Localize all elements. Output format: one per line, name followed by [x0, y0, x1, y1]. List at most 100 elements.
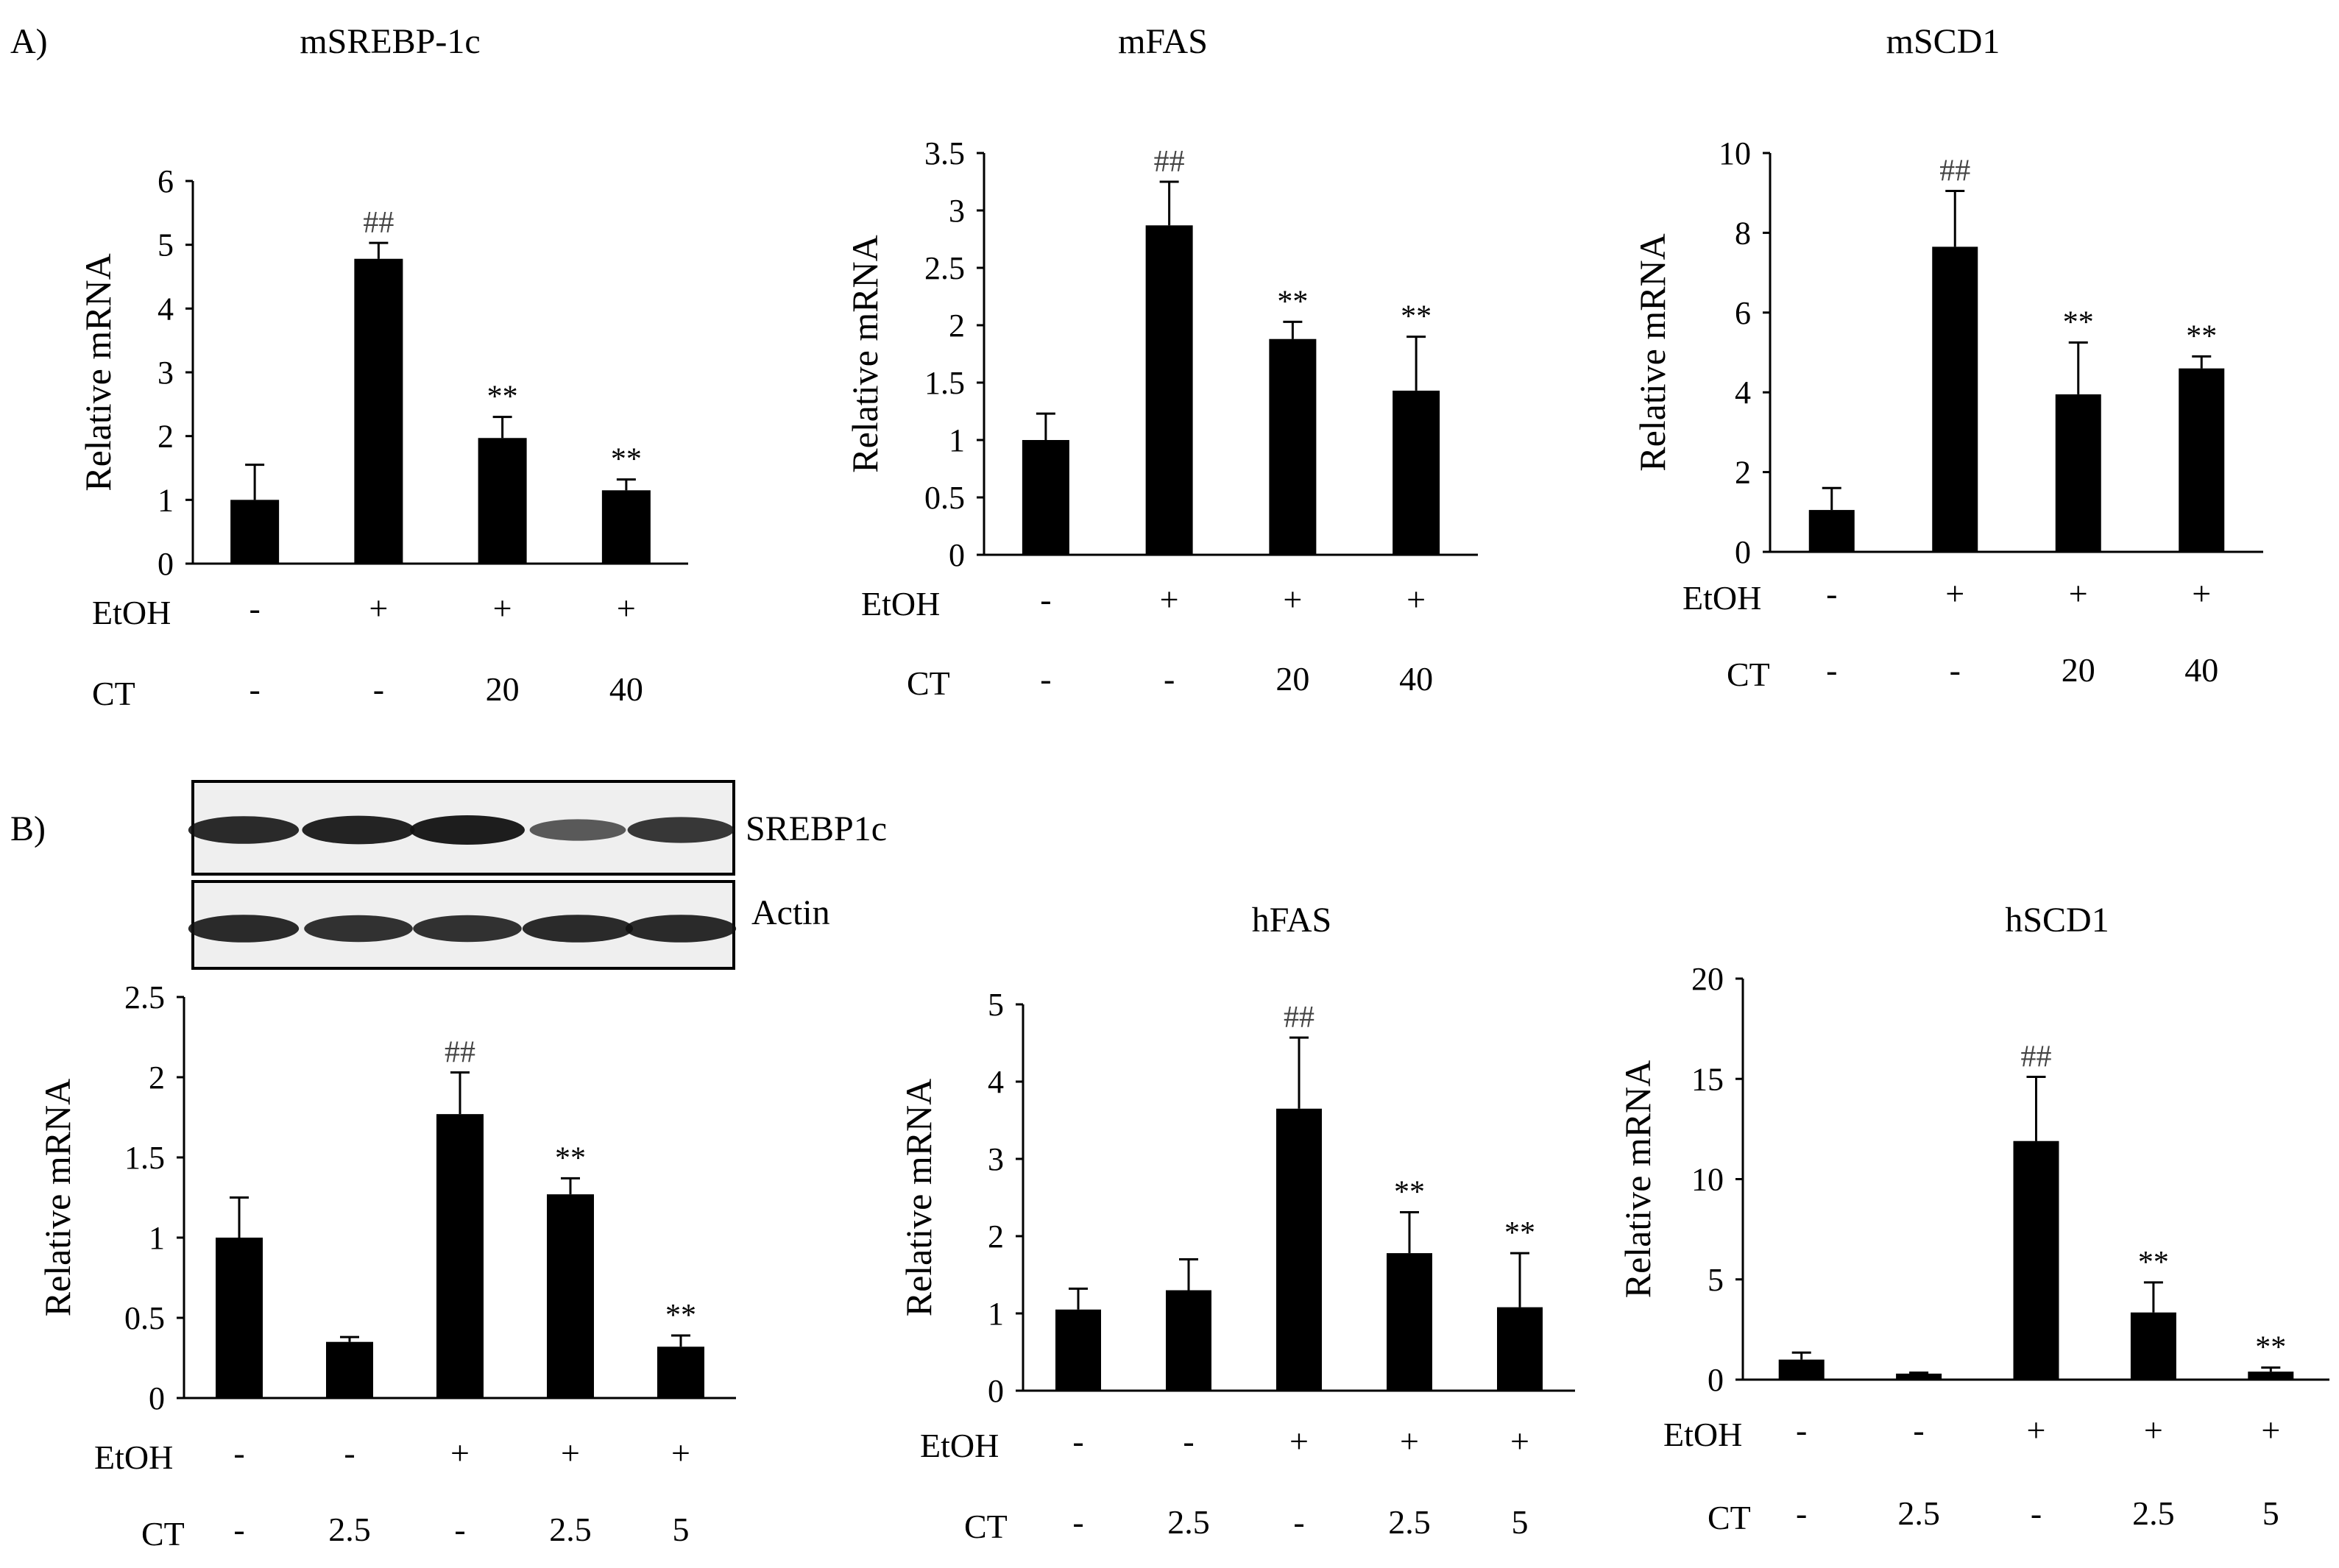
chart-srebp1c-human: Relative mRNA 0 0.5 1 1.5 2 2.5 ## ** ** EtOH - - + + +… [37, 979, 736, 1553]
bar [2248, 1372, 2294, 1380]
condition-value: - [1072, 1422, 1083, 1460]
significance-star: ** [2186, 319, 2217, 353]
y-tick-label: 3 [158, 355, 174, 391]
condition-value: - [1164, 660, 1175, 698]
condition-value: - [1826, 575, 1837, 612]
bar [1055, 1309, 1101, 1391]
significance-star: ** [665, 1299, 696, 1333]
blot-band-actin-1 [188, 915, 300, 943]
condition-value: 20 [2062, 651, 2095, 689]
y-axis-label: Relative mRNA [898, 1079, 939, 1317]
condition-value: + [369, 589, 388, 627]
condition-value: + [450, 1434, 470, 1472]
condition-value: - [1950, 651, 1961, 689]
y-tick-label: 4 [1735, 375, 1751, 411]
y-tick-label: 1 [988, 1296, 1004, 1332]
y-tick-label: 8 [1735, 215, 1751, 251]
condition-value: 40 [1399, 660, 1433, 698]
bar [230, 500, 280, 564]
condition-value: 20 [486, 670, 520, 708]
condition-value: + [2069, 575, 2088, 612]
chart-mfas: mFAS Relative mRNA 0 0.5 1 1.5 2 2.5 3 3.5 ## ** ** E… [844, 22, 1478, 702]
condition-value: + [2027, 1411, 2046, 1449]
condition-label-etoh: EtOH [92, 594, 171, 631]
panel-label-a: A) [10, 22, 48, 61]
condition-value: + [493, 589, 512, 627]
y-tick-label: 20 [1691, 961, 1724, 997]
condition-value: + [1510, 1422, 1529, 1460]
condition-label-etoh: EtOH [861, 585, 940, 622]
blot-label-srebp1c: SREBP1c [746, 809, 887, 848]
bar [1497, 1307, 1543, 1391]
condition-value: - [454, 1511, 465, 1548]
chart-title: hFAS [1252, 901, 1332, 940]
bar [1387, 1253, 1432, 1391]
blot-bands-srebp1c [188, 815, 735, 845]
y-axis-label: Relative mRNA [1617, 1060, 1658, 1299]
chart-msrebp-1c: mSREBP-1c Relative mRNA 0 1 2 3 4 5 6 ## ** ** EtOH -… [77, 22, 688, 712]
chart-mscd1: mSCD1 Relative mRNA 0 2 4 6 8 10 ## ** ** EtOH - + + + C… [1632, 22, 2263, 693]
y-tick-label: 3.5 [924, 135, 965, 171]
y-tick-label: 2 [1735, 455, 1751, 491]
blot-band-srebp1c-2 [302, 815, 415, 845]
chart-hscd1: hSCD1 Relative mRNA 0 5 10 15 20 ## ** ** EtOH - - + +… [1617, 901, 2329, 1536]
blot-band-srebp1c-4 [529, 819, 626, 841]
y-tick-label: 6 [1735, 295, 1751, 331]
panel-label-b: B) [10, 809, 46, 848]
y-tick-label: 2 [149, 1060, 165, 1096]
bar [1145, 225, 1193, 555]
blot-band-actin-5 [625, 915, 737, 943]
condition-value: - [1040, 581, 1051, 618]
y-axis-label: Relative mRNA [1632, 233, 1673, 472]
condition-label-ct: CT [141, 1515, 185, 1553]
condition-value: + [561, 1434, 580, 1472]
y-tick-label: 1 [149, 1220, 165, 1256]
significance-star: ** [1394, 1175, 1425, 1209]
condition-value: - [373, 670, 384, 708]
condition-label-ct: CT [907, 664, 950, 702]
condition-value: + [2144, 1411, 2163, 1449]
y-tick-label: 4 [988, 1064, 1004, 1100]
condition-value: - [344, 1434, 355, 1472]
condition-value: + [1160, 581, 1179, 618]
significance-star: ** [1504, 1216, 1535, 1250]
condition-value: + [1283, 581, 1302, 618]
blot-band-srebp1c-3 [410, 815, 525, 845]
bar [2055, 394, 2101, 552]
y-tick-label: 5 [988, 987, 1004, 1023]
significance-hash: ## [445, 1035, 475, 1069]
y-tick-label: 0.5 [924, 480, 965, 516]
condition-value: + [1400, 1422, 1419, 1460]
bar [1276, 1108, 1322, 1391]
bar [326, 1341, 373, 1398]
bar [2013, 1140, 2059, 1380]
bar [1166, 1290, 1211, 1391]
y-tick-label: 0 [1708, 1362, 1724, 1398]
bar [657, 1347, 704, 1398]
condition-value: - [249, 670, 260, 708]
condition-value: - [1826, 651, 1837, 689]
y-tick-label: 0 [988, 1373, 1004, 1409]
condition-label-etoh: EtOH [1682, 579, 1761, 617]
bar [1896, 1373, 1942, 1380]
bar [1022, 440, 1069, 555]
y-axis-label: Relative mRNA [77, 253, 118, 492]
bar [216, 1238, 263, 1398]
chart-title: mFAS [1118, 22, 1208, 61]
y-tick-label: 6 [158, 163, 174, 199]
significance-hash: ## [2021, 1040, 2052, 1074]
significance-hash: ## [363, 206, 394, 240]
significance-hash: ## [1154, 145, 1185, 179]
condition-value: - [1072, 1503, 1083, 1541]
chart-title: mSCD1 [1886, 22, 2000, 61]
blot-label-actin: Actin [751, 893, 830, 932]
blot-band-actin-3 [413, 915, 522, 943]
y-tick-label: 5 [158, 227, 174, 263]
bar [2179, 368, 2225, 552]
condition-value: - [233, 1434, 244, 1472]
condition-value: - [249, 589, 260, 627]
condition-value: 5 [673, 1511, 690, 1548]
bar [601, 490, 651, 564]
significance-star: ** [2063, 305, 2094, 339]
condition-value: 5 [1512, 1503, 1529, 1541]
